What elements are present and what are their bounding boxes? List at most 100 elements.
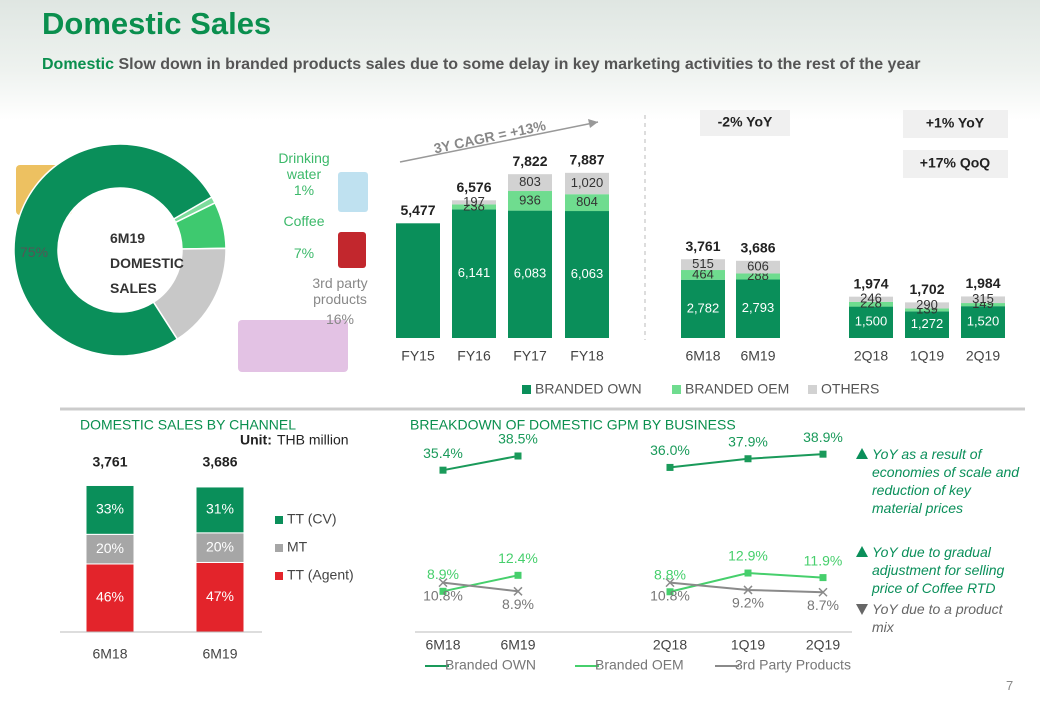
bar-segment — [508, 210, 552, 338]
bar-value-label: 515 — [692, 256, 714, 271]
line-value-label: 35.4% — [423, 445, 463, 461]
product-icon — [238, 320, 348, 372]
x-tick-label: 2Q18 — [854, 348, 888, 364]
bar-segment — [681, 259, 725, 271]
bar-value-label: 197 — [463, 194, 485, 209]
bar-segment — [508, 191, 552, 211]
bar-total-label: 1,984 — [965, 275, 1000, 291]
pie-label: 3rd party products — [312, 275, 368, 307]
bar-total-label: 3,761 — [685, 238, 720, 254]
x-tick-label: 6M19 — [500, 637, 535, 653]
line-value-label: 8.9% — [427, 566, 459, 582]
legend-label: TT (Agent) — [287, 567, 354, 583]
bar-segment — [452, 209, 496, 338]
pie-center-label: 6M19 — [110, 230, 146, 246]
pie-segment — [13, 143, 213, 357]
annotation: +1% YoY — [926, 115, 985, 131]
bar-value-label: 246 — [860, 291, 882, 306]
legend-label: Branded OEM — [595, 657, 684, 673]
bar-segment — [736, 260, 780, 274]
bar-segment — [195, 532, 245, 563]
line-series — [442, 453, 824, 472]
bar-total-label: 3,686 — [202, 454, 237, 470]
pie-label: Drinking water — [278, 150, 330, 182]
line-value-label: 12.4% — [498, 550, 538, 566]
x-tick-label: FY17 — [513, 348, 547, 364]
unit-label: Unit: — [240, 432, 272, 448]
bar-value-label: 47% — [206, 588, 234, 604]
line-value-label: 8.9% — [502, 596, 534, 612]
bar-value-label: 6,063 — [571, 266, 604, 281]
bar-segment — [961, 303, 1005, 307]
bar-total-label: 1,974 — [853, 275, 888, 291]
bar-value-label: 804 — [576, 194, 598, 209]
bar-segment — [849, 306, 893, 338]
legend-label: Branded OWN — [445, 657, 536, 673]
line-marker — [819, 450, 827, 458]
line-value-label: 8.8% — [654, 566, 686, 582]
bar-value-label: 1,520 — [967, 314, 1000, 329]
x-tick-label: FY16 — [457, 348, 491, 364]
pie-label: Coffee — [283, 213, 325, 229]
line-marker — [514, 571, 522, 579]
line-value-label: 9.2% — [732, 595, 764, 611]
yoy-box — [700, 110, 790, 136]
bar-total-label: 1,702 — [909, 281, 944, 297]
legend-label: MT — [287, 539, 308, 555]
legend-label: BRANDED OWN — [535, 381, 642, 397]
bar-value-label: 606 — [747, 259, 769, 274]
pie-value-label: 1% — [293, 182, 315, 198]
pie-center-label: SALES — [110, 280, 157, 296]
bar-value-label: 31% — [206, 501, 234, 517]
chart-title: DOMESTIC SALES BY CHANNEL — [80, 417, 296, 433]
line-value-label: 37.9% — [728, 433, 768, 449]
bar-segment — [565, 211, 609, 338]
yoy-box — [903, 110, 1008, 138]
bar-segment — [736, 273, 780, 280]
line-marker — [438, 578, 448, 588]
bar-segment — [849, 301, 893, 307]
bar-segment — [961, 306, 1005, 338]
line-marker — [439, 587, 447, 595]
line-marker — [743, 585, 753, 595]
x-tick-label: 6M18 — [92, 646, 127, 662]
unit: THB million — [277, 432, 349, 448]
bar-value-label: 2,793 — [742, 300, 775, 315]
bar-segment — [85, 484, 135, 535]
bar-value-label: 803 — [519, 174, 541, 189]
x-tick-label: 1Q19 — [731, 637, 765, 653]
bar-total-label: 7,822 — [512, 153, 547, 169]
legend-swatch — [275, 572, 283, 580]
bar-segment — [681, 279, 725, 338]
pie-value-label: 7% — [293, 245, 315, 261]
bar-segment — [565, 172, 609, 195]
bar-value-label: 464 — [692, 266, 714, 281]
pie-value-label: 16% — [325, 311, 355, 327]
x-tick-label: 2Q19 — [806, 637, 840, 653]
line-marker — [666, 588, 674, 596]
bar-value-label: 46% — [96, 589, 124, 605]
line-value-label: 38.5% — [498, 431, 538, 447]
bar-segment — [681, 270, 725, 280]
line-value-label: 10.8% — [650, 587, 690, 603]
line-marker — [744, 455, 752, 463]
pie-center-label: DOMESTIC — [110, 255, 184, 271]
trend-triangle — [856, 448, 868, 459]
annotation: YoY due to a product mix — [872, 601, 1003, 635]
bar-value-label: 33% — [96, 501, 124, 517]
slide-subtitle: Domestic Slow down in branded products s… — [42, 54, 1002, 75]
bar-value-label: 6,083 — [514, 266, 547, 281]
bar-value-label: 20% — [96, 540, 124, 556]
cagr-arrow-head — [588, 119, 598, 128]
bar-value-label: 2,782 — [687, 300, 720, 315]
page-number: 7 — [1006, 678, 1014, 693]
x-tick-label: FY15 — [401, 348, 435, 364]
line-marker — [513, 586, 523, 596]
x-tick-label: 2Q19 — [966, 348, 1000, 364]
annotation: 3Y CAGR = +13% — [432, 117, 548, 156]
bar-value-label: 1,020 — [571, 175, 604, 190]
bar-segment — [905, 302, 949, 309]
product-icon — [338, 172, 368, 212]
bar-total-label: 5,477 — [400, 202, 435, 218]
x-tick-label: 1Q19 — [910, 348, 944, 364]
